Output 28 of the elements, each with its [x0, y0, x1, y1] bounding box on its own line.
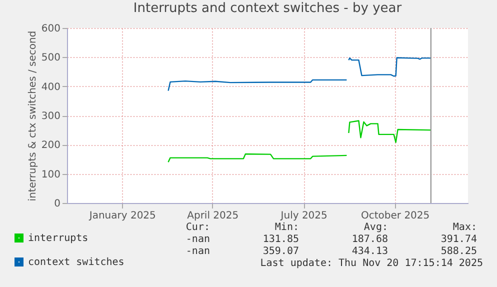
- text: 391.74: [440, 234, 477, 246]
- text: -nan: [186, 234, 210, 246]
- y-tick-label: 400: [41, 82, 60, 93]
- text: Cur:: [186, 222, 210, 234]
- text: 187.68: [352, 234, 388, 246]
- legend-label: context switches: [28, 257, 124, 268]
- chart-title: Interrupts and context switches - by year: [133, 1, 402, 16]
- text: Max:: [452, 222, 477, 234]
- text: Min:: [274, 222, 299, 234]
- text: 588.25: [440, 246, 477, 258]
- x-tick-label: July 2025: [280, 210, 328, 222]
- text: Last update: Thu Nov 20 17:15:14 2025: [260, 258, 483, 270]
- text: -nan: [186, 246, 210, 258]
- x-tick-label: January 2025: [88, 210, 156, 222]
- y-axis-title: interrupts & ctx switches / second: [27, 30, 38, 202]
- y-tick-label: 300: [41, 111, 60, 122]
- x-tick-label: April 2025: [187, 210, 239, 222]
- text: 131.85: [262, 234, 299, 246]
- text: Avg:: [364, 222, 388, 234]
- y-tick-label: 0: [54, 198, 60, 210]
- y-tick-label: 200: [41, 140, 60, 152]
- legend-label: interrupts: [28, 233, 88, 244]
- text: 434.13: [352, 246, 388, 258]
- y-tick-label: 100: [41, 169, 60, 180]
- y-tick-label: 500: [41, 52, 60, 64]
- y-tick-label: 600: [41, 24, 60, 34]
- x-tick-label: October 2025: [360, 210, 430, 222]
- text: 359.07: [262, 246, 299, 258]
